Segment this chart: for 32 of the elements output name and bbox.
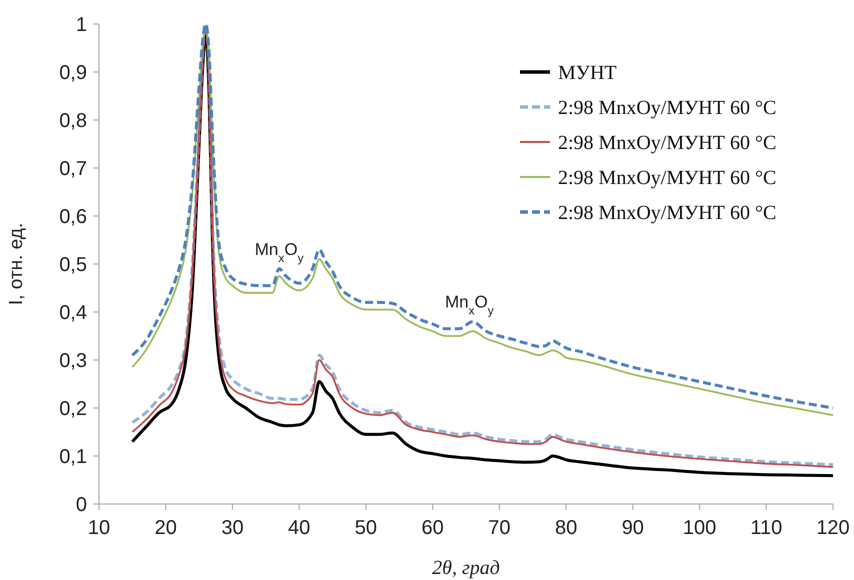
annotation: Mn$_{x}$O$_{y}$	[444, 292, 494, 318]
y-tick-label: 0,5	[59, 254, 87, 276]
x-tick-label: 30	[221, 517, 244, 539]
y-tick-label: 0,9	[59, 62, 87, 84]
x-tick-label: 90	[622, 517, 644, 539]
x-tick-label: 110	[750, 517, 782, 539]
x-tick-label: 80	[554, 517, 578, 539]
legend-label: 2:98 MnxOy/МУНТ 60 °C	[558, 132, 776, 154]
legend-label: 2:98 MnxOy/МУНТ 60 °C	[558, 202, 776, 224]
annotation: Mn$_{x}$O$_{y}$	[254, 240, 304, 265]
legend-label: 2:98 MnxOy/МУНТ 60 °C	[558, 167, 776, 189]
x-tick-label: 10	[88, 517, 110, 539]
legend-label: МУНТ	[558, 62, 617, 84]
y-tick-label: 0,2	[59, 398, 87, 420]
y-tick-label: 0,6	[59, 206, 87, 228]
y-tick-label: 0	[76, 494, 87, 516]
x-tick-label: 70	[488, 517, 510, 539]
y-tick-label: 1	[76, 14, 87, 36]
legend-label: 2:98 MnxOy/МУНТ 60 °C	[558, 97, 776, 119]
x-axis-title: 2θ, град	[432, 557, 500, 579]
x-tick-label: 20	[154, 517, 177, 539]
y-tick-label: 0,4	[59, 302, 87, 324]
x-tick-label: 100	[682, 517, 716, 539]
x-tick-label: 120	[816, 517, 850, 539]
x-tick-label: 60	[422, 517, 444, 539]
x-tick-label: 40	[288, 517, 310, 539]
y-tick-label: 0,1	[59, 446, 87, 468]
y-axis-title: I, отн. ед.	[6, 222, 27, 306]
y-tick-label: 0,7	[59, 158, 87, 180]
y-tick-label: 0,3	[59, 350, 87, 372]
y-tick-label: 0,8	[59, 110, 87, 132]
x-tick-label: 50	[354, 517, 378, 539]
